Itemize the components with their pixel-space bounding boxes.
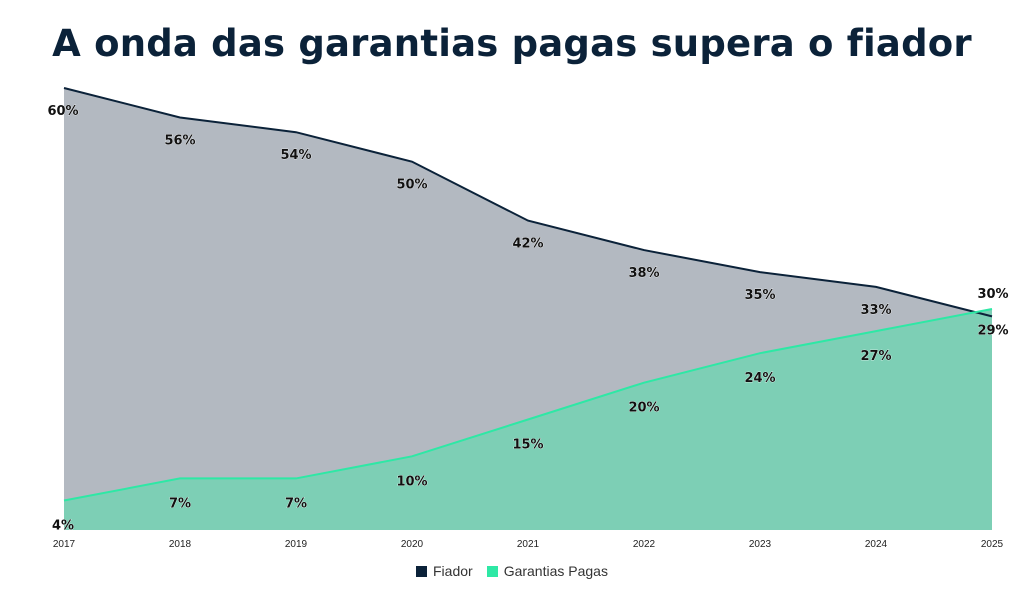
line-fiador [63,87,993,318]
data-label-garantias-pagas: 10% [396,474,427,489]
legend-swatch-garantias-pagas [486,565,498,577]
data-label-fiador: 50% [396,178,427,193]
data-label-fiador: 60% [47,104,78,119]
data-label-fiador: 38% [628,266,659,281]
data-label-garantias-pagas: 7% [285,496,307,511]
data-labels: 60% 4% 56% 7% 54% 7% 50% 10% 42% 15% 38% 20% 35% 24% 3… [47,104,1009,534]
data-label-garantias-pagas: 27% [860,349,891,364]
data-label-fiador: 42% [512,237,543,252]
legend-label-garantias-pagas: Garantias Pagas [503,563,608,579]
data-label-fiador: 33% [860,303,891,318]
data-label-fiador: 54% [280,148,311,163]
legend: Fiador Garantias Pagas [0,563,1024,579]
x-tick-label: 2023 [749,539,772,550]
data-label-fiador: 29% [977,323,1008,338]
data-label-garantias-pagas: 30% [977,287,1008,302]
x-tick-label: 2025 [981,539,1004,550]
x-tick-label: 2018 [169,539,192,550]
legend-item-fiador[interactable]: Fiador [416,563,473,579]
x-tick-label: 2017 [53,539,76,550]
x-tick-label: 2022 [633,539,656,550]
legend-label-fiador: Fiador [433,563,473,579]
data-label-garantias-pagas: 7% [169,496,191,511]
series-lines [63,87,993,502]
line-garantias-pagas [63,308,993,502]
x-axis-ticks: 2017 2018 2019 2020 2021 2022 2023 2024 2025 [53,539,1004,550]
x-tick-label: 2021 [517,539,540,550]
data-label-garantias-pagas: 4% [52,519,74,534]
legend-item-garantias-pagas[interactable]: Garantias Pagas [486,563,608,579]
chart-title: A onda das garantias pagas supera o fiad… [52,22,972,65]
data-label-garantias-pagas: 24% [744,371,775,386]
data-label-fiador: 35% [744,288,775,303]
area-fills [64,88,992,530]
data-label-fiador: 56% [164,133,195,148]
data-label-garantias-pagas: 15% [512,438,543,453]
x-tick-label: 2020 [401,539,424,550]
x-tick-label: 2024 [865,539,888,550]
x-tick-label: 2019 [285,539,308,550]
legend-swatch-fiador [416,565,427,577]
data-label-garantias-pagas: 20% [628,401,659,416]
